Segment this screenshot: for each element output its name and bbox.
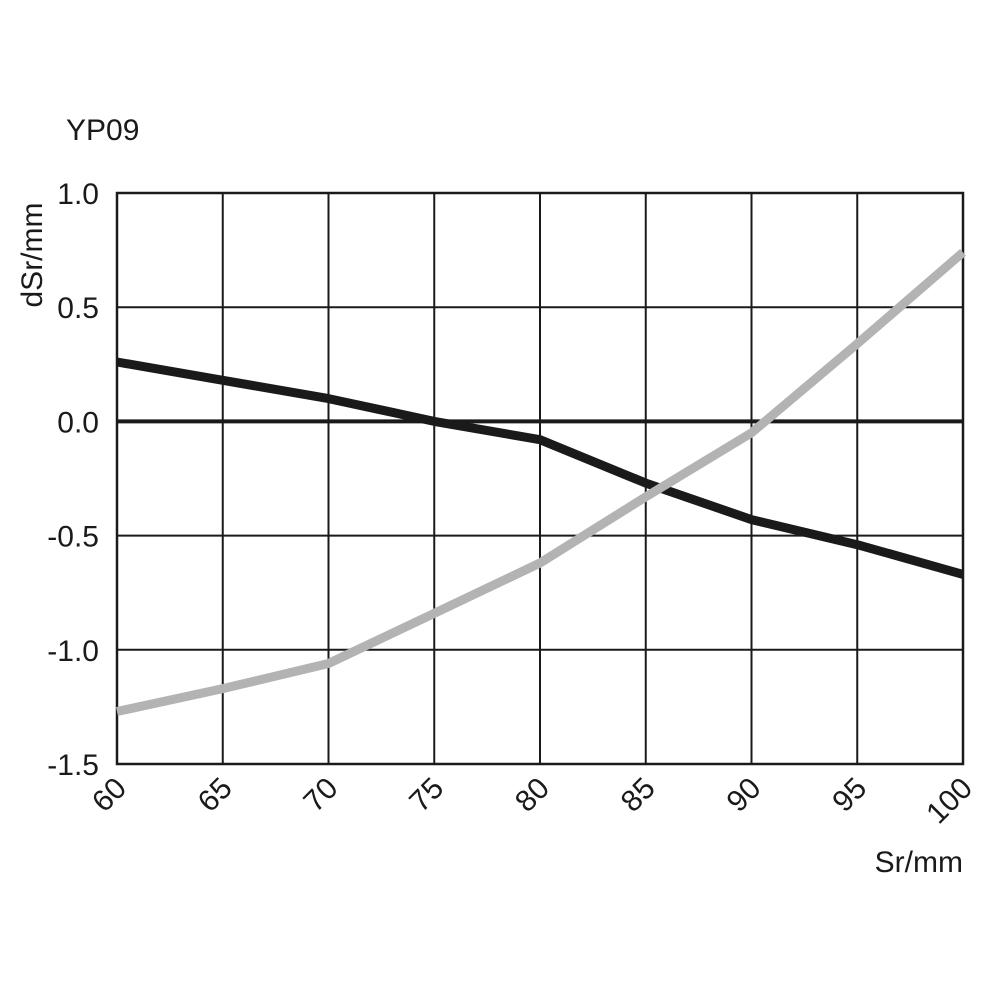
chart-title: YP09: [66, 114, 139, 147]
x-tick-label: 75: [403, 772, 450, 819]
x-tick-label: 70: [298, 772, 345, 819]
x-tick-label: 95: [826, 772, 873, 819]
y-axis-label: dSr/mm: [16, 203, 49, 308]
x-axis-label: Sr/mm: [875, 846, 963, 879]
grid: [115, 191, 965, 766]
y-tick-label: -1.0: [47, 635, 99, 668]
x-tick-label: 65: [192, 772, 239, 819]
y-tick-label: 0.5: [57, 292, 99, 325]
x-tick-label: 90: [721, 772, 768, 819]
y-tick-label: -1.5: [47, 749, 99, 782]
series-group: [116, 248, 966, 716]
y-tick-label: 1.0: [57, 178, 99, 211]
x-tick-label: 100: [920, 772, 979, 831]
x-tick-label: 85: [615, 772, 662, 819]
y-tick-label: 0.0: [57, 406, 99, 439]
plot-frame: [115, 191, 965, 766]
x-tick-label: 80: [509, 772, 556, 819]
y-tick-label: -0.5: [47, 521, 99, 554]
